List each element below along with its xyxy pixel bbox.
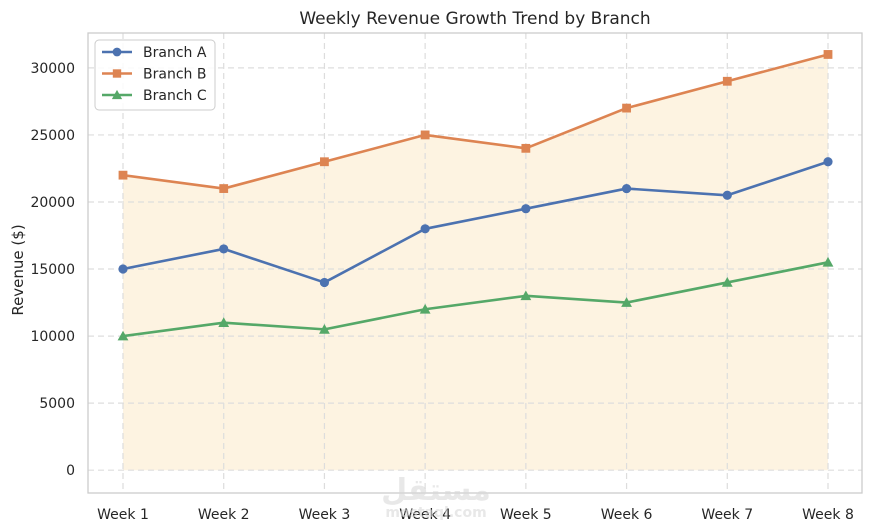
y-tick-label: 5000: [39, 396, 75, 412]
point-branch-a-1: [118, 264, 128, 274]
plot-frame: [87, 32, 863, 494]
y-tick-label: 20000: [30, 195, 75, 211]
y-tick-label: 10000: [30, 329, 75, 345]
legend: Branch A Branch B Branch C: [94, 39, 216, 111]
x-tick-label-week-5: Week 5: [500, 507, 552, 523]
point-branch-c-2: [218, 317, 230, 327]
legend-marker-branch-b: [112, 69, 122, 78]
legend-label-branch-b: Branch B: [143, 67, 206, 83]
point-branch-b-6: [622, 103, 631, 113]
point-branch-b-4: [420, 130, 430, 140]
point-branch-a-3: [319, 277, 330, 288]
legend-label-branch-a: Branch A: [143, 45, 207, 61]
y-tick-label: 0: [66, 463, 75, 479]
series-line-branch-a: [122, 160, 829, 284]
point-branch-b-3: [320, 157, 329, 167]
point-branch-c-6: [621, 297, 632, 307]
x-tick-label-week-8: Week 8: [802, 507, 854, 523]
point-branch-a-6: [621, 183, 632, 194]
watermark-url: mostaql.com: [385, 505, 486, 521]
point-branch-b-1: [118, 170, 128, 180]
point-branch-b-7: [722, 76, 732, 86]
plot-area: 0 5000 10000 15000 20000 25000 30000 Week 1 Week…: [30, 32, 863, 523]
y-tick-label: 30000: [30, 61, 75, 77]
legend-box: [94, 39, 216, 111]
legend-marker-branch-c: [111, 89, 123, 100]
y-tick-label: 25000: [30, 128, 75, 144]
point-branch-a-7: [722, 190, 732, 200]
point-branch-b-8: [823, 50, 833, 59]
watermark: مستقل: [381, 473, 491, 508]
x-tick-label-week-2: Week 2: [198, 507, 250, 523]
chart-title: Weekly Revenue Growth Trend by Branch: [299, 9, 650, 29]
series-line-branch-c: [122, 261, 829, 338]
point-branch-a-4: [420, 224, 430, 234]
x-tick-label-week-3: Week 3: [299, 507, 351, 523]
x-tick-label-week-4: Week 4: [399, 507, 451, 523]
point-branch-c-7: [721, 277, 733, 287]
point-branch-a-8: [823, 157, 833, 167]
fill-area: [123, 54, 828, 471]
y-axis-label: Revenue ($): [9, 224, 27, 315]
point-branch-b-2: [219, 184, 229, 193]
legend-marker-branch-a: [112, 47, 122, 57]
point-branch-a-2: [219, 244, 229, 254]
point-branch-a-5: [521, 204, 531, 214]
x-tick-label-week-7: Week 7: [701, 507, 753, 523]
x-tick-label-week-6: Week 6: [601, 507, 653, 523]
point-branch-c-1: [117, 330, 129, 341]
point-branch-c-3: [319, 323, 330, 334]
point-branch-c-4: [419, 303, 431, 314]
point-branch-b-5: [521, 143, 531, 153]
series-line-branch-b: [122, 53, 829, 190]
point-branch-c-8: [822, 256, 834, 267]
legend-label-branch-c: Branch C: [143, 88, 207, 104]
y-tick-label: 15000: [30, 262, 75, 278]
point-branch-c-5: [520, 290, 532, 301]
x-tick-label-week-1: Week 1: [97, 507, 149, 523]
